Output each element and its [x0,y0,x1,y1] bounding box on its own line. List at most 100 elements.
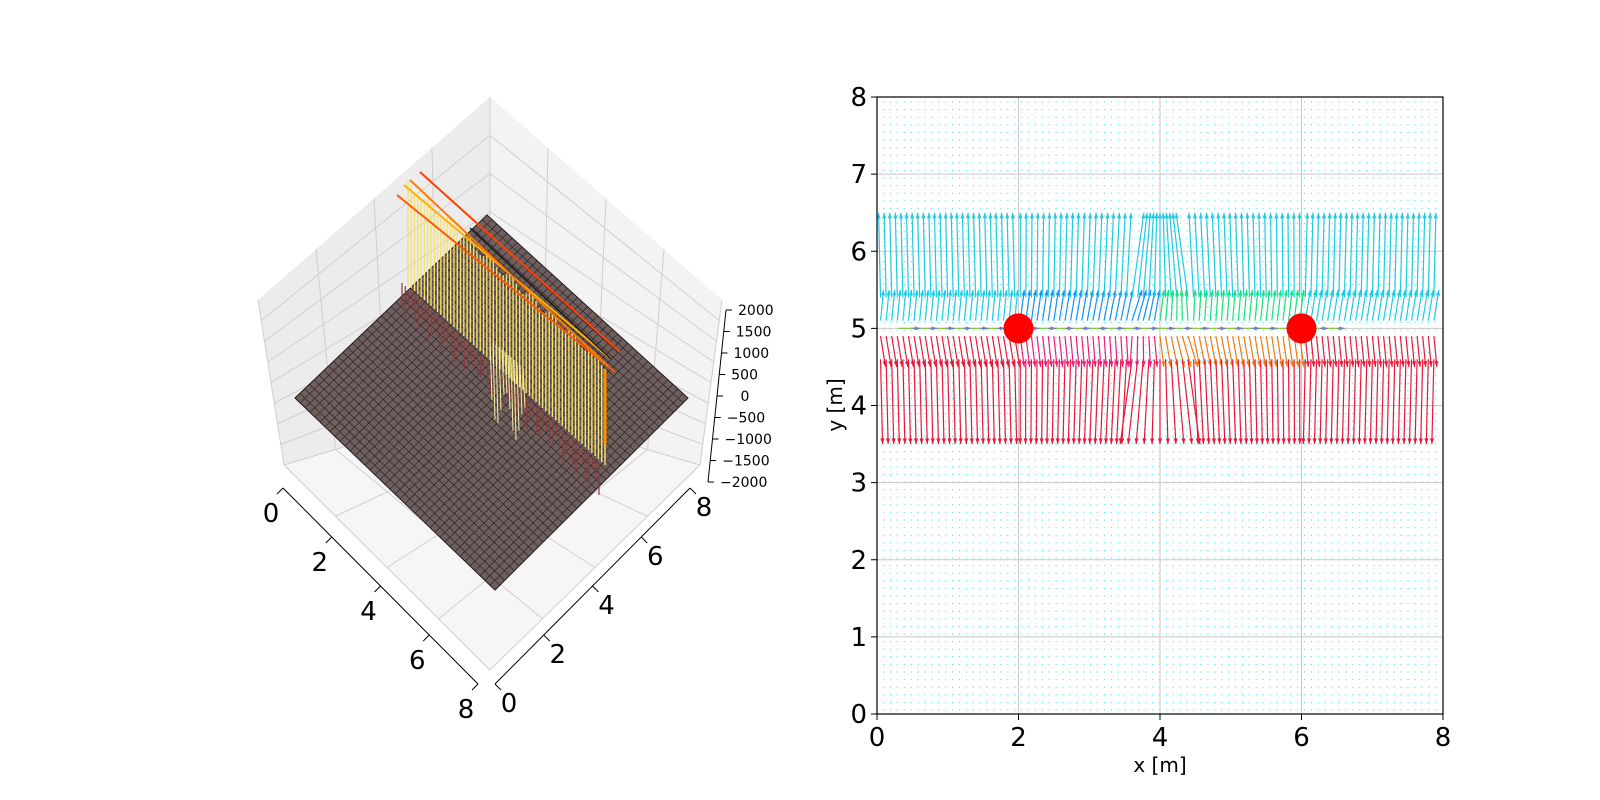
field-arrow-upper [1097,212,1104,298]
field-arrow-lower [1265,359,1270,445]
field-arrow-upper [1256,212,1262,298]
field-arrow-upper [1005,212,1010,298]
field-arrow-lower [1312,359,1318,445]
field-arrow-lower [1126,359,1139,445]
field-arrow-lower-short [1086,336,1092,367]
field-arrow-upper [1142,212,1152,298]
field-arrow-upper [943,212,949,298]
charge-marker [1003,313,1034,344]
field-arrow-upper [1075,212,1081,298]
field-arrow-lower [1093,359,1100,445]
field-arrow-lower-short [1427,336,1433,367]
field-arrow-upper [1187,212,1195,298]
field-arrow-upper [1343,212,1349,298]
field-arrow-upper [1153,212,1159,298]
field-arrow-lower-short [1315,336,1322,367]
field-arrow-lower-short [1377,336,1383,367]
field-arrow-lower-short [1321,336,1327,367]
field-arrow-lower [986,359,991,445]
field-arrow-lower [919,359,924,445]
field-arrow-lower [1023,359,1028,445]
field-arrow-upper-short [1271,289,1277,321]
field-arrow-upper-short [1184,289,1189,321]
field-arrow-lower-short [1069,336,1075,367]
field-arrow-upper [1018,212,1023,298]
field-arrow-lower [997,359,1002,445]
field-arrow-upper [1024,212,1029,298]
x-tick-label-3d: 6 [409,646,426,676]
field-arrow-upper [1174,212,1189,298]
field-arrow-upper-short [891,289,897,321]
field-arrow-upper [1268,212,1273,298]
field-arrow-upper [1405,212,1410,298]
field-arrow-lower-short [1371,336,1377,367]
field-arrow-upper-short [991,289,997,321]
field-arrow-upper [1041,212,1046,298]
field-arrow-upper-short [1215,289,1220,321]
field-arrow-upper [893,212,898,298]
field-arrow-upper-short [1198,289,1203,321]
field-arrow-lower [1098,359,1105,445]
z-tick-labels-3d: 2000 1500 1000 500 0 −500 −1000 −1500 −2000 [707,303,774,491]
field-arrow-upper [1239,212,1245,298]
field-arrow-upper-short [1025,289,1032,321]
field-arrow-lower [1340,359,1346,445]
center-arrow [1234,326,1243,331]
field-arrow-upper-short [924,289,930,321]
field-arrow-upper [1086,212,1093,298]
field-arrow-upper [1029,212,1035,298]
field-arrow-lower-short [1388,336,1394,367]
field-arrow-lower [1192,359,1200,445]
center-arrow [1319,326,1328,331]
field-arrow-upper-short [969,289,975,321]
field-arrow-upper [1161,212,1167,298]
field-arrow-upper [1131,212,1146,298]
field-arrow-lower [1164,359,1170,445]
field-arrow-lower [974,359,980,445]
field-arrow-upper-short [947,289,953,321]
x-tick-label: 4 [1152,723,1169,753]
field-arrow-upper [988,212,993,298]
field-arrow-lower [1150,359,1156,445]
field-arrow-upper-short [1287,289,1294,321]
y-tick-labels-3d: 0 2 4 6 8 [494,487,712,719]
field-arrow-lower [1050,359,1055,445]
field-arrow-upper [1394,212,1399,298]
field-arrow-upper-short [930,289,936,321]
x-tick-labels-3d: 0 2 4 6 8 [263,487,479,725]
field-arrow-lower [1254,359,1259,445]
field-arrow-upper [938,212,943,298]
field-arrow-lower-short [1410,336,1417,367]
field-arrow-upper-short [902,289,908,321]
field-arrow-upper [1064,212,1069,298]
field-arrow-lower [1044,359,1050,445]
x-tick-label-3d: 4 [360,597,377,627]
field-arrow-lower-short [1276,336,1284,368]
field-arrow-upper [1349,212,1354,298]
center-arrow [946,326,955,331]
field-arrow-lower-short [1097,336,1103,367]
field-arrow-upper-short [997,289,1003,321]
field-arrow-lower [913,359,918,445]
field-arrow-upper [1114,212,1122,298]
field-arrow-lower [907,359,913,445]
y-tick-label: 1 [850,623,867,653]
field-arrow-lower-short [1030,336,1037,368]
field-arrow-upper-short [1053,289,1060,321]
field-arrow-upper [1388,212,1394,298]
field-arrow-lower [1413,359,1418,445]
field-arrow-lower [1071,359,1077,445]
field-arrow-lower-short [1265,335,1273,368]
field-arrow-lower [1368,359,1373,445]
field-arrow-lower [1170,359,1178,445]
field-arrow-upper [1171,212,1183,298]
field-arrow-upper [1416,212,1422,298]
field-arrow-upper [898,212,904,298]
field-arrow-upper [1291,212,1296,298]
y-tick-label-3d: 2 [549,640,566,670]
field-arrow-upper [1010,212,1016,298]
field-arrow-upper [982,212,988,298]
x-tick-label: 6 [1293,723,1310,753]
field-arrow-upper [1355,212,1360,298]
field-arrow-lower [885,359,891,445]
